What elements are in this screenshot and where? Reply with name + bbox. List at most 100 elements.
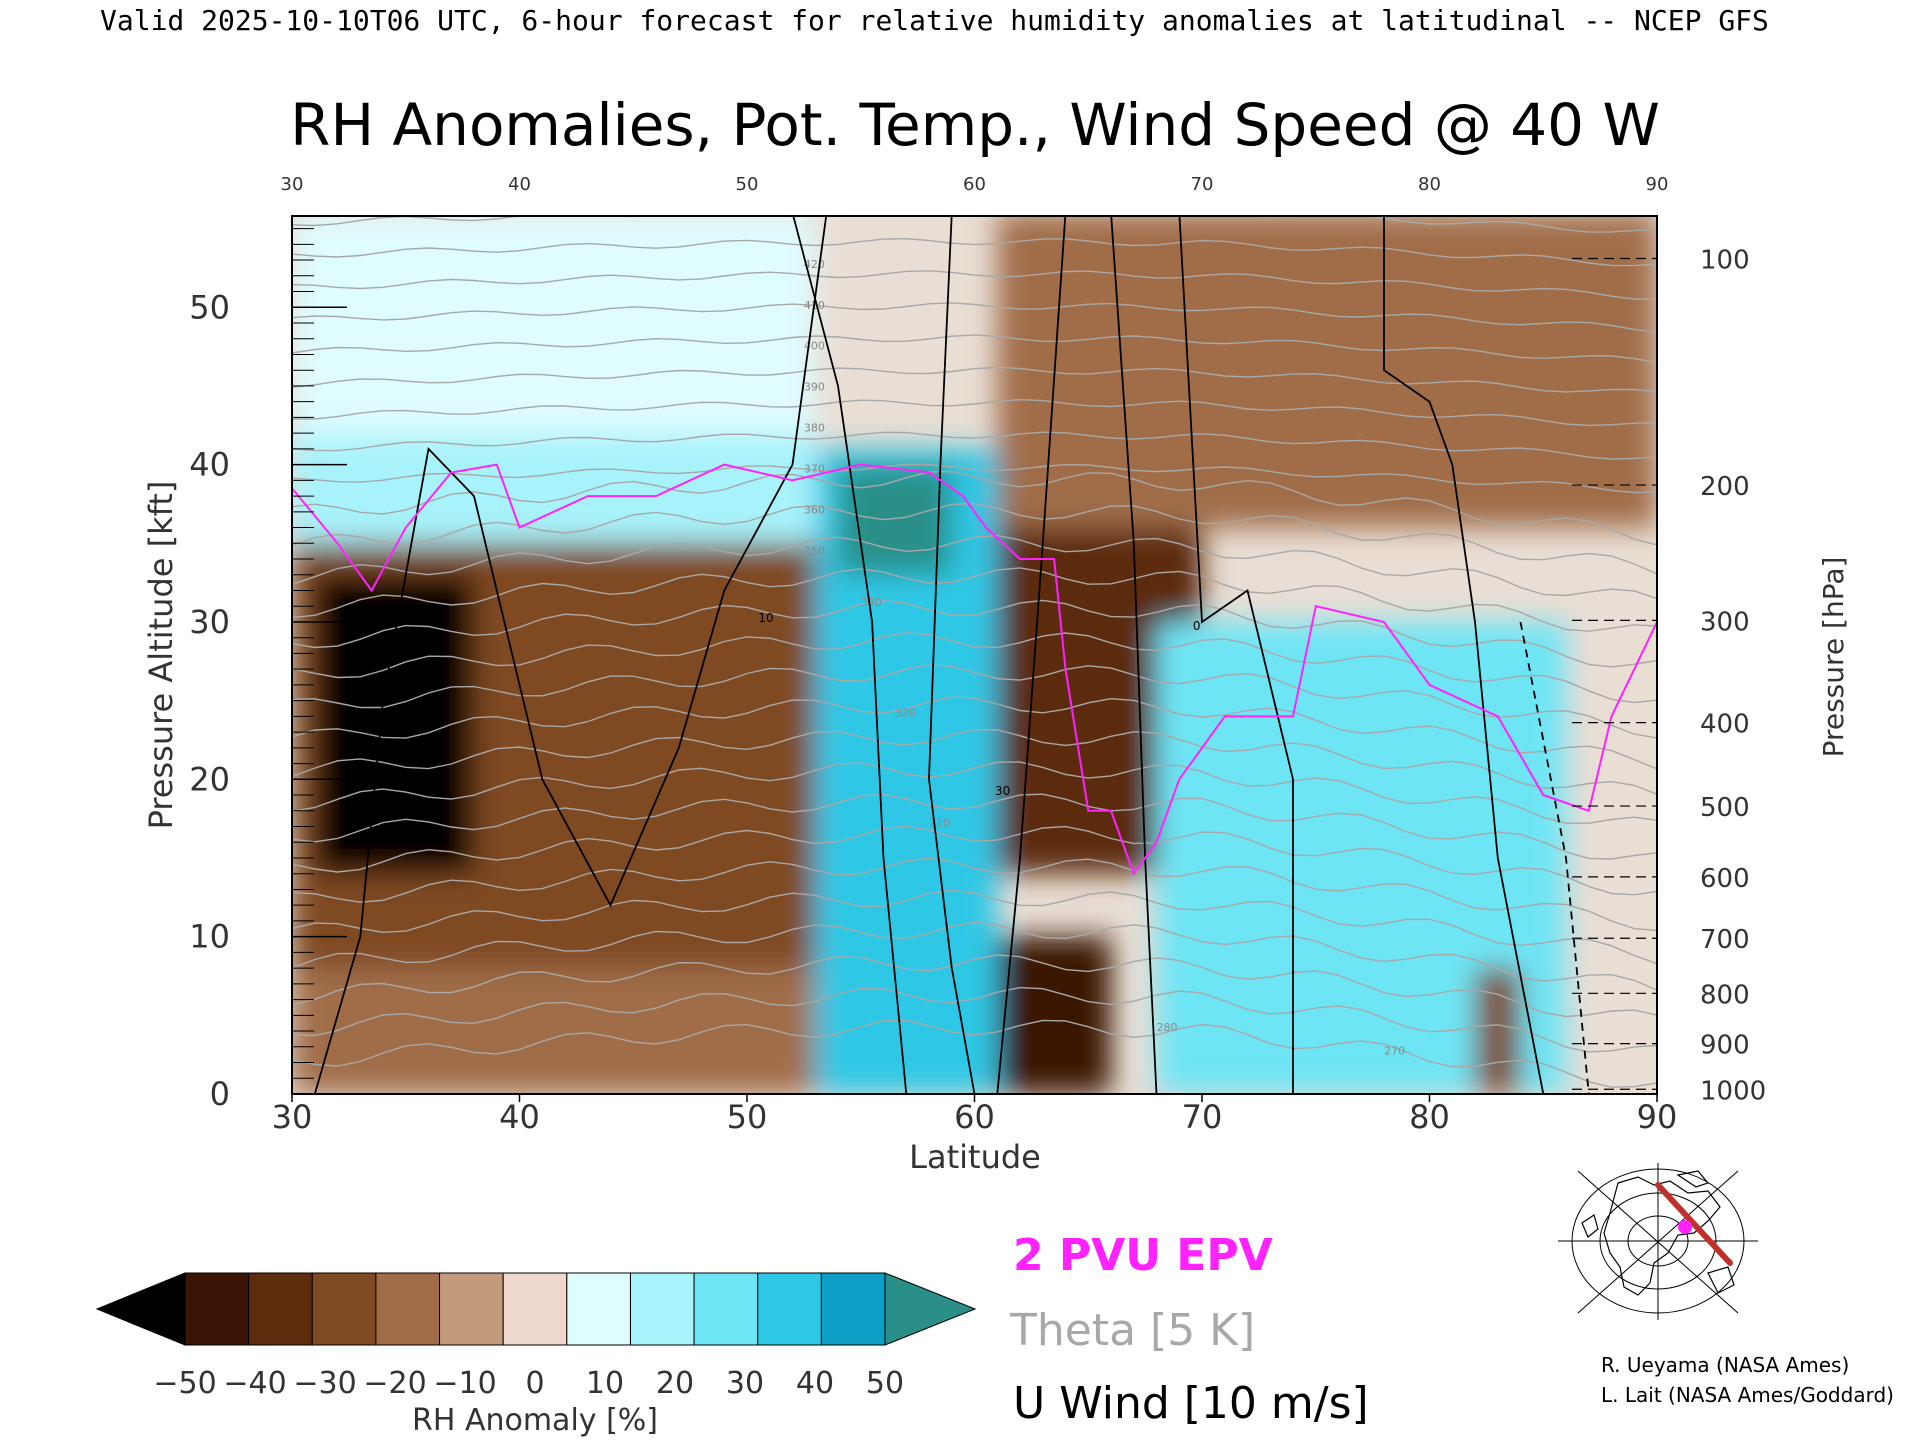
theta-line-1 [292,1019,1657,1088]
wind-contour-5 [1178,216,1294,1094]
theta-label: 280 [1157,1021,1178,1034]
theta-line-19 [292,463,1657,494]
x-axis-label: Latitude [909,1138,1041,1176]
colorbar-segment [502,1272,568,1346]
theta-label: 380 [804,422,825,435]
y-axis-left: 0 10 20 30 40 50 [189,228,347,1113]
theta-line-12 [292,664,1657,739]
x-top-tick-label: 70 [1191,174,1214,195]
pressure-tick-label: 900 [1700,1031,1750,1061]
rh-region-1 [314,574,474,874]
inset-map-section-line [1655,1182,1733,1266]
inset-map-coastlines [1581,1170,1735,1296]
pressure-tick-label: 200 [1700,472,1750,502]
theta-line-26 [292,237,1657,267]
theta-line-6 [292,857,1657,932]
theta-line-9 [292,761,1657,824]
rh-region-2 [292,433,816,544]
wind-contour-7 [1519,621,1590,1094]
x-top-tick-label: 30 [281,174,304,195]
theta-line-18 [292,470,1657,546]
pressure-tick-label: 400 [1700,710,1750,740]
x-axis-top: 30 40 50 60 70 80 90 [281,174,1669,195]
pressure-tick-label: 700 [1700,925,1750,955]
pressure-tick-label: 600 [1700,864,1750,894]
y-tick-label: 30 [189,603,230,641]
colorbar-segment [248,1272,313,1346]
theta-label: 390 [804,381,825,394]
wind-label: 0 [1193,619,1201,633]
colorbar-segment [820,1272,886,1346]
theta-line-3 [292,954,1657,1018]
theta-line-25 [292,270,1657,300]
legend-pvu: 2 PVU EPV [1013,1230,1273,1281]
theta-line-5 [292,889,1657,965]
y-tick-label: 0 [210,1075,230,1113]
x-tick-label: 40 [499,1098,540,1136]
x-tick-label: 90 [1637,1098,1678,1136]
pvu-contour [292,463,1657,876]
colorbar-tick-label: −50 [153,1366,216,1401]
pressure-tick-label: 100 [1700,245,1750,275]
y-tick-label: 40 [189,446,230,484]
chart-title: RH Anomalies, Pot. Temp., Wind Speed @ 4… [290,91,1660,159]
theta-line-27 [292,216,1657,233]
credit-line-1: R. Ueyama (NASA Ames) [1601,1353,1849,1377]
colorbar-segment [311,1272,377,1346]
theta-line-11 [292,696,1657,770]
legend-theta: Theta [5 K] [1009,1305,1255,1356]
wind-contour-4 [1110,216,1158,1094]
x-top-tick-label: 90 [1646,174,1669,195]
pressure-tick-label: 500 [1700,793,1750,823]
colorbar-tick-label: −20 [363,1366,426,1401]
y-axis-left-label: Pressure Altitude [kft] [142,481,180,830]
theta-line-22 [292,366,1657,393]
theta-line-16 [292,534,1657,600]
colorbar-segment [184,1272,250,1346]
x-tick-label: 80 [1409,1098,1450,1136]
wind-contour-1 [792,216,908,1094]
rh-region-7 [997,216,1657,528]
x-tick-label: 30 [272,1098,313,1136]
theta-line-13 [292,631,1657,704]
y-tick-label: 10 [189,918,230,956]
pvu-line [292,463,1657,876]
wind-label: 10 [758,611,773,625]
pressure-tick-label: 800 [1700,980,1750,1010]
theta-line-23 [292,334,1657,364]
rh-region-9 [997,936,1111,1094]
theta-label: 360 [804,503,825,516]
colorbar-under-arrow [95,1272,186,1346]
theta-line-21 [292,398,1657,427]
wind-label: 30 [995,784,1010,798]
wind-contour-6 [1383,216,1545,1094]
colorbar-tick-label: 10 [586,1366,624,1401]
colorbar-tick-label: −10 [433,1366,496,1401]
theta-label: 310 [929,817,950,830]
pressure-tick-label: 300 [1700,607,1750,637]
credit-line-2: L. Lait (NASA Ames/Goddard) [1601,1383,1894,1407]
colorbar-segment [757,1272,822,1346]
theta-line-8 [292,793,1657,860]
theta-label: 330 [861,596,882,609]
colorbar-tick-label: 40 [796,1366,834,1401]
legend-uwind: U Wind [10 m/s] [1013,1378,1369,1429]
theta-line-2 [292,986,1657,1053]
colorbar-tick-label: 0 [525,1366,544,1401]
colorbar-segment [439,1272,504,1346]
colorbar-tick-label: 50 [866,1366,904,1401]
wind-contours: 10 0 30 [313,216,1590,1094]
colorbar-tick-label: −40 [223,1366,286,1401]
colorbar-over-arrow [884,1272,977,1346]
x-top-tick-label: 50 [736,174,759,195]
x-tick-label: 70 [1182,1098,1223,1136]
theta-line-20 [292,431,1657,460]
theta-label: 320 [895,706,916,719]
theta-line-24 [292,302,1657,333]
colorbar-segment [693,1272,759,1346]
valid-line: Valid 2025-10-10T06 UTC, 6-hour forecast… [100,4,1769,37]
pressure-tick-label: 1000 [1700,1076,1766,1106]
colorbar-tick-label: 30 [726,1366,764,1401]
